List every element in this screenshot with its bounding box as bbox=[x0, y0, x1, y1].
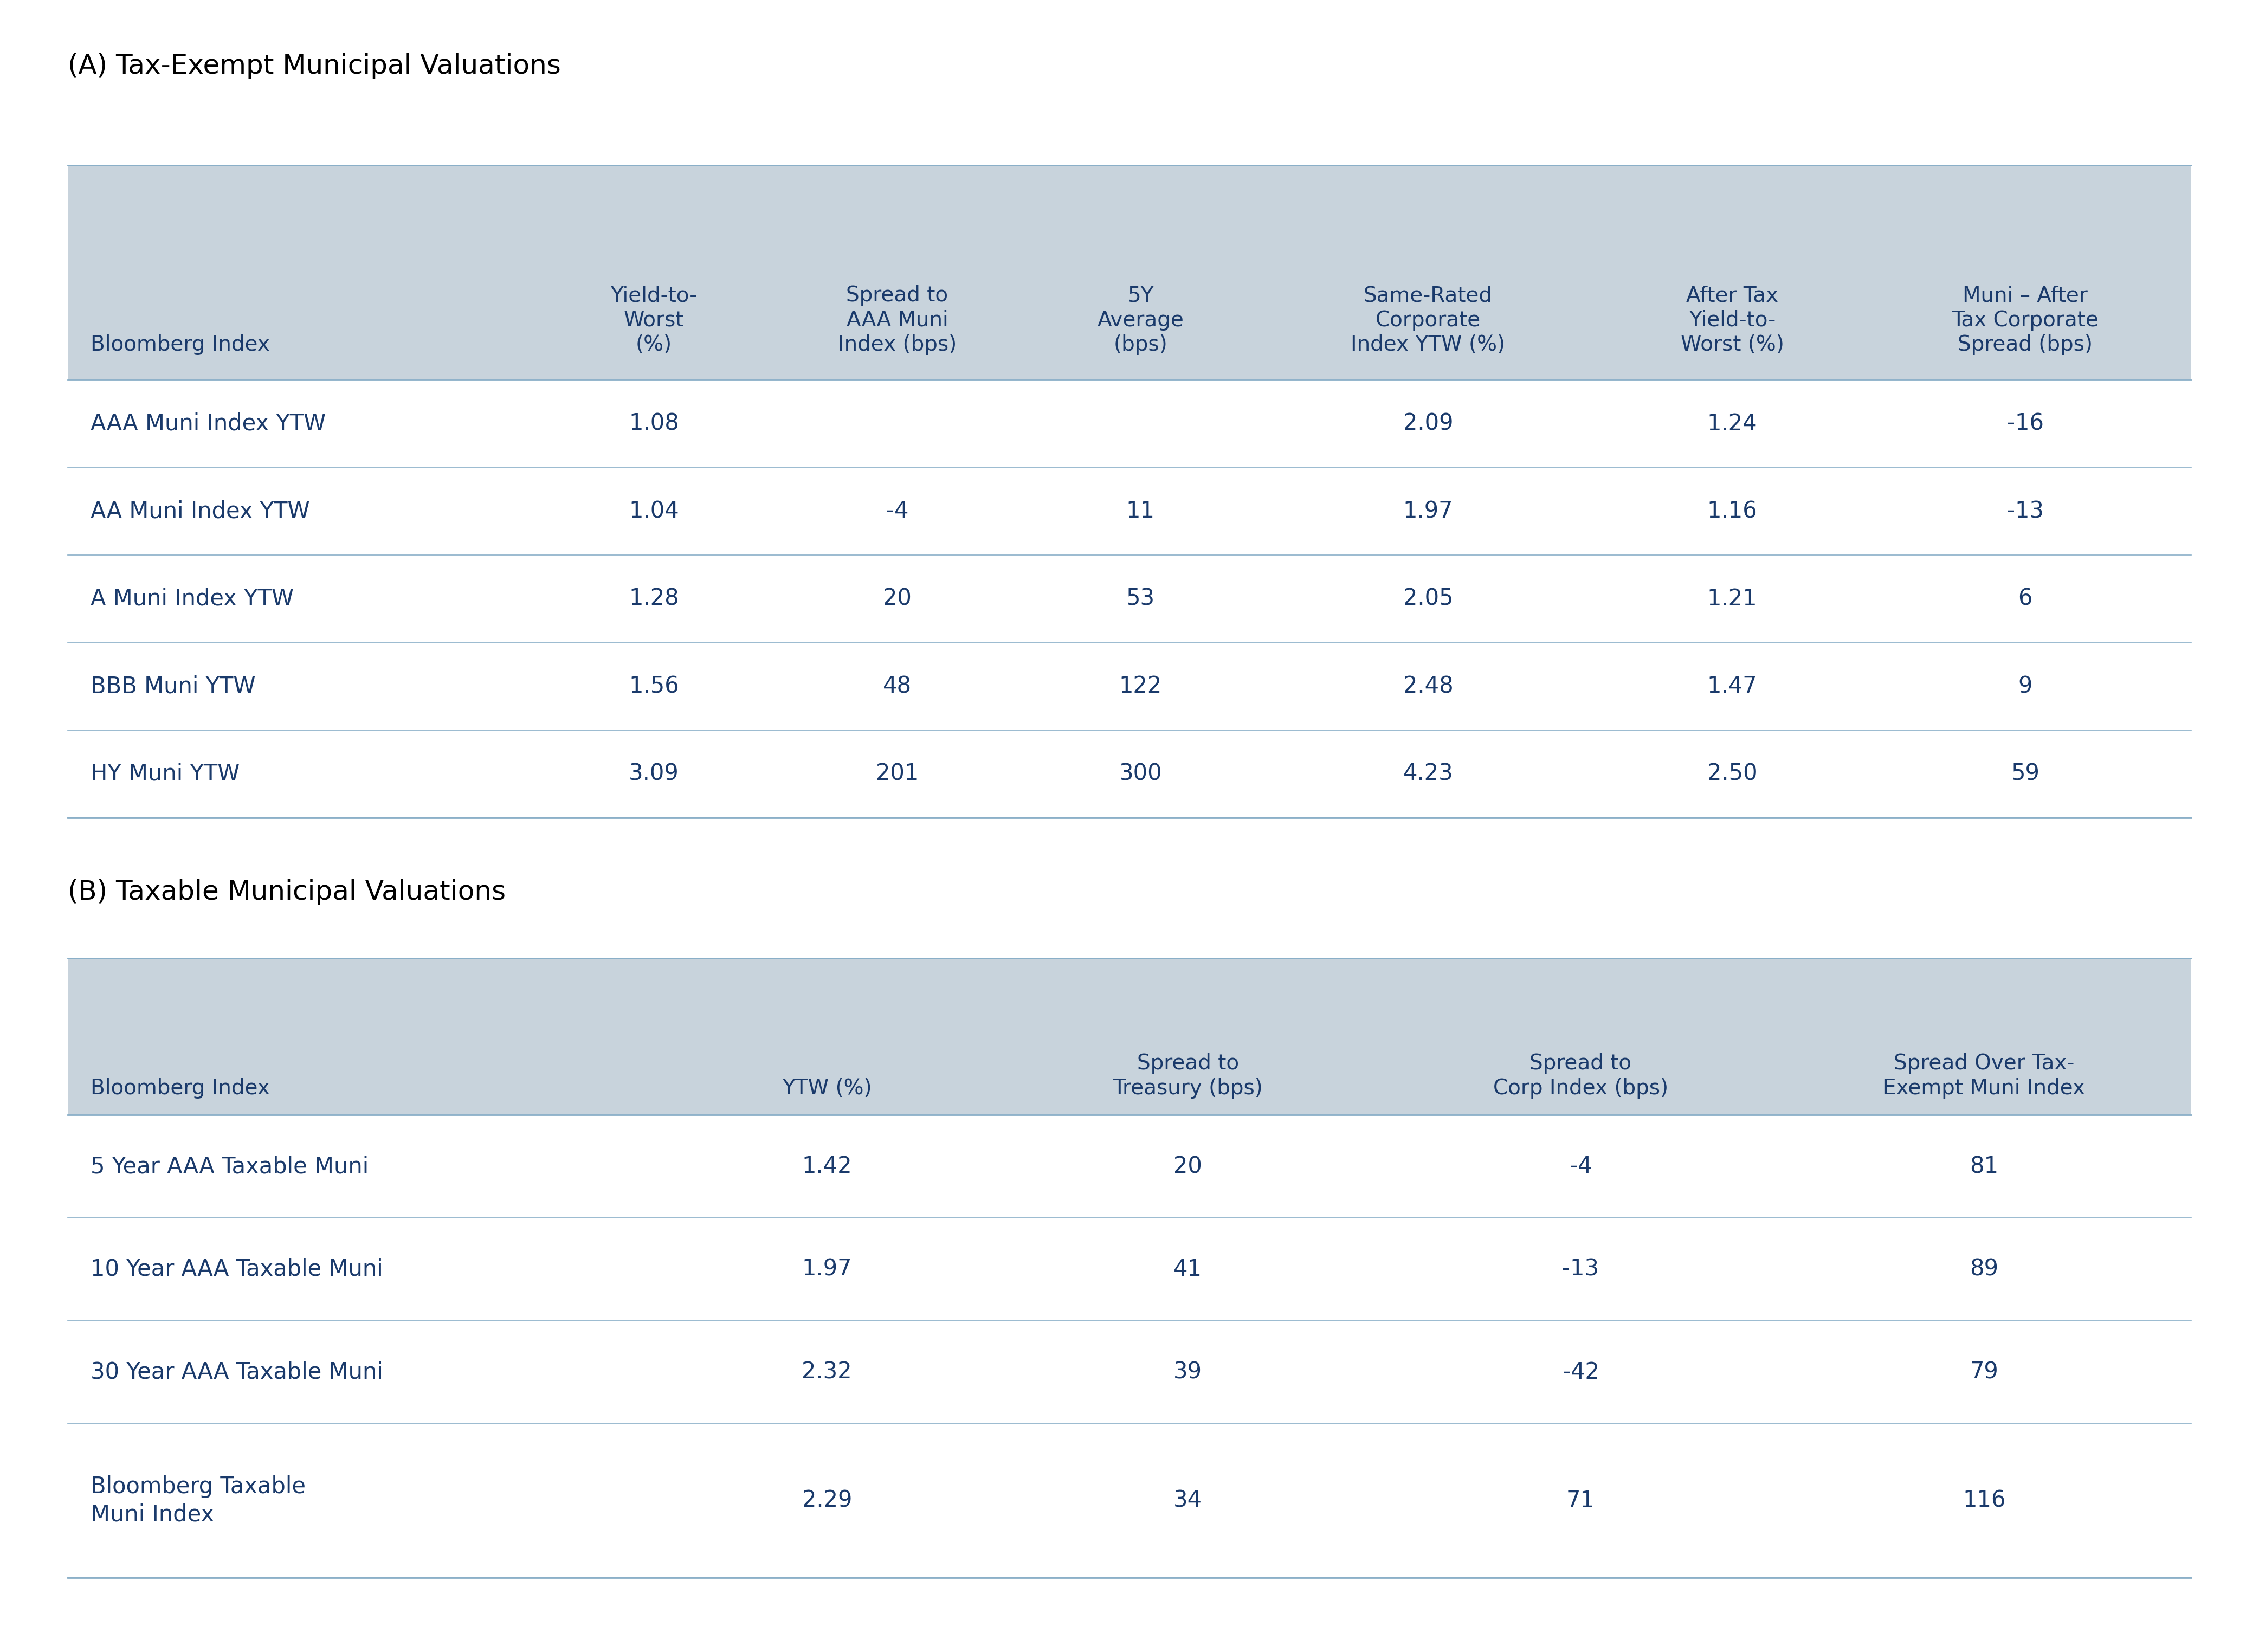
Text: 1.47: 1.47 bbox=[1708, 676, 1758, 697]
Text: 3.09: 3.09 bbox=[628, 763, 680, 785]
Text: 300: 300 bbox=[1118, 763, 1161, 785]
Text: 2.05: 2.05 bbox=[1403, 588, 1453, 610]
Text: 1.21: 1.21 bbox=[1708, 588, 1758, 610]
Text: 2.50: 2.50 bbox=[1708, 763, 1758, 785]
Text: 10 Year AAA Taxable Muni: 10 Year AAA Taxable Muni bbox=[90, 1257, 382, 1280]
Text: 116: 116 bbox=[1963, 1488, 2006, 1512]
Text: 5Y
Average
(bps): 5Y Average (bps) bbox=[1098, 286, 1184, 355]
Text: 41: 41 bbox=[1172, 1257, 1202, 1280]
Text: 30 Year AAA Taxable Muni: 30 Year AAA Taxable Muni bbox=[90, 1361, 384, 1383]
Text: 34: 34 bbox=[1172, 1488, 1202, 1512]
Text: 1.16: 1.16 bbox=[1708, 501, 1758, 522]
Text: A Muni Index YTW: A Muni Index YTW bbox=[90, 588, 294, 610]
Text: 4.23: 4.23 bbox=[1403, 763, 1453, 785]
Text: Spread to
Corp Index (bps): Spread to Corp Index (bps) bbox=[1493, 1054, 1669, 1099]
Text: 59: 59 bbox=[2011, 763, 2040, 785]
Text: 81: 81 bbox=[1970, 1155, 1999, 1178]
Text: Bloomberg Taxable
Muni Index: Bloomberg Taxable Muni Index bbox=[90, 1475, 305, 1526]
Text: 89: 89 bbox=[1970, 1257, 1999, 1280]
Text: -42: -42 bbox=[1563, 1361, 1599, 1383]
Text: 11: 11 bbox=[1127, 501, 1154, 522]
Bar bbox=[68, 165, 2191, 380]
Text: -4: -4 bbox=[886, 501, 908, 522]
Text: AA Muni Index YTW: AA Muni Index YTW bbox=[90, 501, 309, 522]
Text: AAA Muni Index YTW: AAA Muni Index YTW bbox=[90, 413, 325, 434]
Text: Bloomberg Index: Bloomberg Index bbox=[90, 1079, 269, 1099]
Text: 5 Year AAA Taxable Muni: 5 Year AAA Taxable Muni bbox=[90, 1155, 368, 1178]
Text: 1.28: 1.28 bbox=[628, 588, 680, 610]
Text: Same-Rated
Corporate
Index YTW (%): Same-Rated Corporate Index YTW (%) bbox=[1351, 286, 1504, 355]
Text: 53: 53 bbox=[1127, 588, 1154, 610]
Text: Muni – After
Tax Corporate
Spread (bps): Muni – After Tax Corporate Spread (bps) bbox=[1952, 286, 2099, 355]
Text: (B) Taxable Municipal Valuations: (B) Taxable Municipal Valuations bbox=[68, 879, 506, 905]
Text: 1.08: 1.08 bbox=[628, 413, 680, 434]
Text: -4: -4 bbox=[1570, 1155, 1593, 1178]
Text: 39: 39 bbox=[1172, 1361, 1202, 1383]
Text: 1.97: 1.97 bbox=[1403, 501, 1453, 522]
Text: 6: 6 bbox=[2017, 588, 2033, 610]
Text: 1.97: 1.97 bbox=[802, 1257, 852, 1280]
Text: 2.48: 2.48 bbox=[1403, 676, 1453, 697]
Text: Spread Over Tax-
Exempt Muni Index: Spread Over Tax- Exempt Muni Index bbox=[1884, 1054, 2085, 1099]
Text: 1.24: 1.24 bbox=[1708, 413, 1758, 434]
Text: 1.04: 1.04 bbox=[628, 501, 680, 522]
Text: 79: 79 bbox=[1970, 1361, 1999, 1383]
Text: 2.09: 2.09 bbox=[1403, 413, 1453, 434]
Text: 48: 48 bbox=[883, 676, 913, 697]
Text: 71: 71 bbox=[1565, 1488, 1595, 1512]
Text: 2.32: 2.32 bbox=[802, 1361, 852, 1383]
Text: BBB Muni YTW: BBB Muni YTW bbox=[90, 676, 255, 697]
Text: (A) Tax-Exempt Municipal Valuations: (A) Tax-Exempt Municipal Valuations bbox=[68, 53, 560, 79]
Text: 20: 20 bbox=[1175, 1155, 1202, 1178]
Text: 1.56: 1.56 bbox=[628, 676, 680, 697]
Text: 201: 201 bbox=[876, 763, 919, 785]
Text: 122: 122 bbox=[1118, 676, 1161, 697]
Text: After Tax
Yield-to-
Worst (%): After Tax Yield-to- Worst (%) bbox=[1681, 286, 1785, 355]
Text: Yield-to-
Worst
(%): Yield-to- Worst (%) bbox=[610, 286, 698, 355]
Text: 9: 9 bbox=[2017, 676, 2033, 697]
Text: YTW (%): YTW (%) bbox=[782, 1079, 872, 1099]
Text: HY Muni YTW: HY Muni YTW bbox=[90, 763, 239, 785]
Text: Spread to
Treasury (bps): Spread to Treasury (bps) bbox=[1114, 1054, 1263, 1099]
Text: 2.29: 2.29 bbox=[802, 1488, 852, 1512]
Text: Spread to
AAA Muni
Index (bps): Spread to AAA Muni Index (bps) bbox=[838, 286, 956, 355]
Text: -13: -13 bbox=[2006, 501, 2044, 522]
Text: -16: -16 bbox=[2006, 413, 2044, 434]
Bar bbox=[68, 958, 2191, 1115]
Text: Bloomberg Index: Bloomberg Index bbox=[90, 335, 269, 355]
Text: -13: -13 bbox=[1563, 1257, 1599, 1280]
Text: 1.42: 1.42 bbox=[802, 1155, 852, 1178]
Text: 20: 20 bbox=[883, 588, 913, 610]
